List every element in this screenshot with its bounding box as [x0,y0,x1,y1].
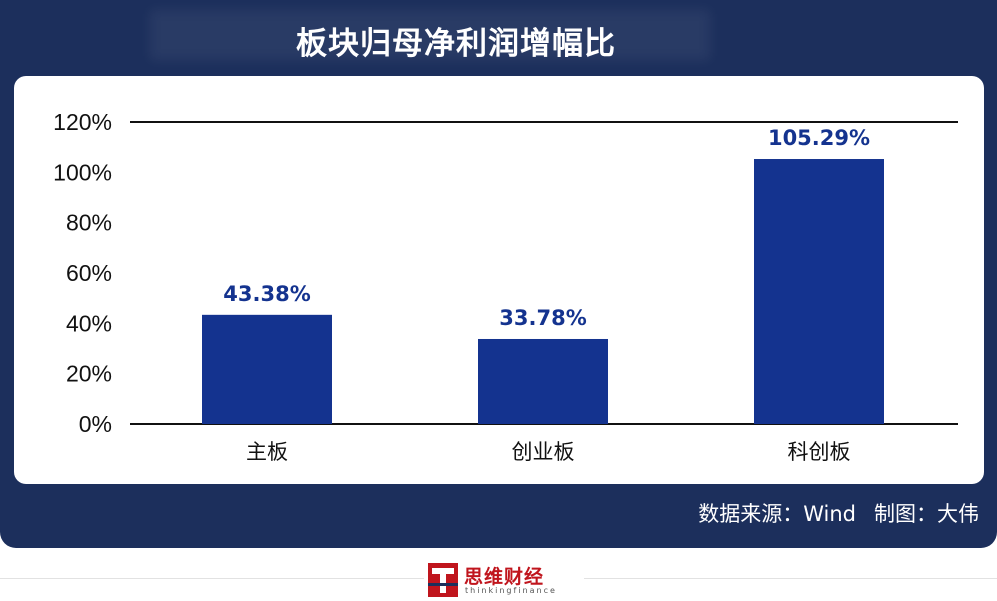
y-tick-label: 120% [53,109,112,135]
x-tick-label: 科创板 [788,440,851,464]
y-tick-label: 0% [79,411,112,437]
title-backdrop [150,10,710,60]
y-tick-label: 100% [53,159,112,185]
bar-value-label: 43.38% [223,282,310,306]
y-tick-label: 40% [66,310,112,336]
logo-subtitle: thinkingfinance [465,586,557,595]
bar-value-label: 105.29% [768,126,870,150]
footer-credits: 数据来源：Wind 制图：大伟 [680,498,979,528]
bar-chart: 0% 20% 40% 60% 80% 100% 120% 43.38% 主板 33.78% 创业板 1… [53,109,958,464]
bar [754,159,884,424]
y-tick-label: 20% [66,361,112,387]
y-tick-label: 60% [66,260,112,286]
bar-value-label: 33.78% [499,306,586,330]
y-tick-label: 80% [66,210,112,236]
chart-frame: 板块归母净利润增幅比 0% 20% 40% 60% 80% 100% 120% 43.38% 主… [0,0,997,548]
bar [202,314,332,424]
x-tick-label: 创业板 [512,440,575,464]
x-tick-label: 主板 [246,440,288,464]
bar [478,338,608,424]
logo-t-icon [428,563,458,597]
chart-title: 板块归母净利润增幅比 [296,26,616,62]
data-source: 数据来源：Wind [698,502,856,526]
title-strip: 板块归母净利润增幅比 [0,0,997,70]
chart-author: 制图：大伟 [874,502,979,526]
brand-logo: 思维财经 thinkingfinance [424,560,584,600]
logo-name: 思维财经 [464,566,545,588]
